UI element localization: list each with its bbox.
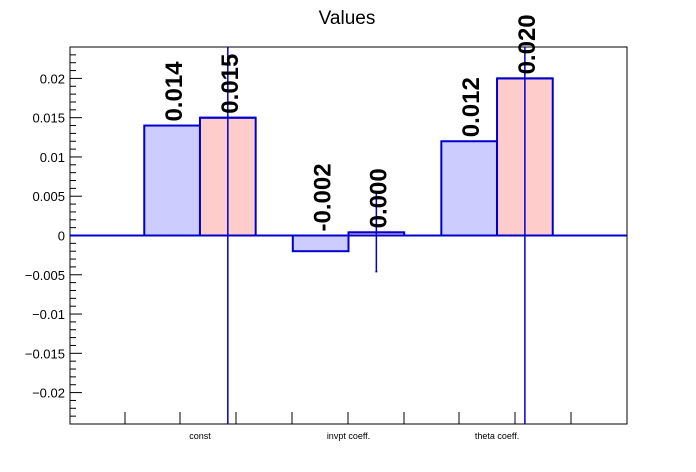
bar-value-label: 0.015 [217, 54, 244, 114]
y-tick-label: 0.02 [40, 71, 65, 86]
bar-value-label: -0.002 [310, 163, 337, 231]
bar-series1 [143, 124, 201, 237]
bar-value-label: 0.020 [514, 14, 541, 74]
bar-value-label: 0.012 [458, 77, 485, 137]
bar-value-label: 0.014 [161, 61, 188, 122]
y-tick-label: −0.01 [32, 307, 65, 322]
plot-area: −0.02 −0.015 −0.01 −0.005 0 0.005 0.01 0.015 0.0… [25, 14, 627, 441]
y-tick-label: 0.015 [32, 111, 65, 126]
bar-series1 [440, 140, 499, 237]
bar-series1 [291, 234, 350, 253]
y-tick-label: 0.01 [40, 150, 65, 165]
y-tick-label: 0.005 [32, 189, 65, 204]
bar-value-label: 0.000 [365, 168, 392, 228]
y-tick-label: −0.005 [25, 268, 65, 283]
x-tick-label: const [189, 431, 211, 441]
x-tick-label: invpt coeff. [327, 431, 370, 441]
y-tick-label: −0.015 [25, 346, 65, 361]
y-tick-label: −0.02 [32, 386, 65, 401]
y-tick-label: 0 [58, 229, 65, 244]
x-tick-label: theta coeff. [475, 431, 519, 441]
chart-title: Values [319, 8, 376, 29]
